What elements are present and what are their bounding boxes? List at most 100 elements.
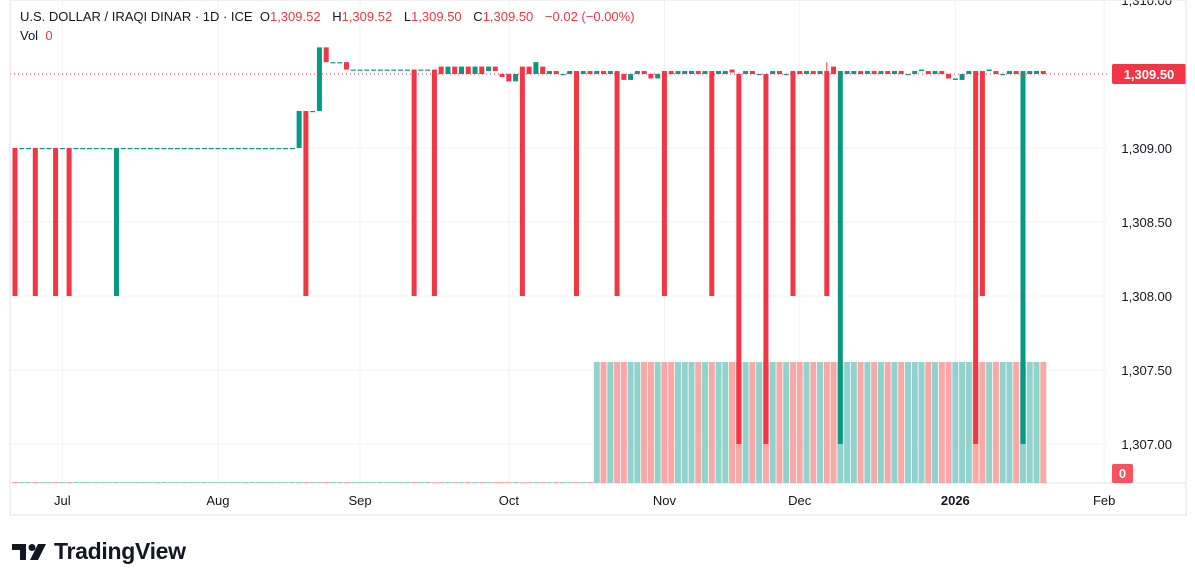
- candle: [458, 66, 464, 74]
- volume-bar: [647, 362, 654, 483]
- candle: [377, 69, 383, 71]
- candle: [736, 74, 742, 444]
- volume-bar: [404, 482, 411, 483]
- candle: [371, 69, 377, 71]
- volume-bar: [871, 362, 878, 483]
- candle: [594, 71, 600, 74]
- volume-legend-label[interactable]: Vol: [20, 28, 39, 43]
- price-chart[interactable]: 1,310.00 1,309.00 1,308.50 1,308.00 1,307.50…: [0, 0, 1195, 530]
- volume-bar: [160, 482, 167, 483]
- volume-bar: [749, 362, 756, 483]
- candle: [560, 74, 566, 76]
- candle: [242, 148, 248, 150]
- candle: [127, 148, 133, 150]
- candle: [580, 71, 586, 74]
- candle: [26, 148, 32, 150]
- volume-bar: [904, 362, 911, 483]
- volume-bar: [532, 482, 539, 483]
- volume-bar: [512, 482, 519, 483]
- candle: [567, 71, 573, 74]
- ohlc-row: U.S. DOLLAR / IRAQI DINAR · 1D · ICE O1,…: [20, 7, 643, 26]
- candle: [675, 71, 681, 74]
- volume-bar: [181, 482, 188, 483]
- volume-bar: [201, 482, 208, 483]
- candle: [898, 71, 904, 74]
- candle: [168, 148, 174, 150]
- volume-bar: [546, 482, 553, 483]
- volume-bar: [661, 362, 668, 483]
- candle: [601, 71, 607, 74]
- volume-bar: [255, 482, 262, 483]
- candle: [966, 71, 972, 74]
- symbol-title[interactable]: U.S. DOLLAR / IRAQI DINAR · 1D · ICE: [20, 9, 253, 24]
- volume-bar: [302, 482, 309, 483]
- candle: [161, 148, 167, 150]
- volume-bar: [12, 482, 18, 483]
- volume-bar: [857, 362, 864, 483]
- volume-bar: [269, 482, 276, 483]
- volume-row: Vol 0: [20, 26, 643, 45]
- volume-bar: [539, 482, 546, 483]
- volume-bar: [417, 482, 424, 483]
- volume-bar: [167, 482, 174, 483]
- volume-bar: [729, 362, 736, 483]
- volume-bar: [850, 362, 857, 483]
- volume-bar: [614, 362, 621, 483]
- candle: [837, 71, 843, 444]
- candle: [411, 69, 417, 296]
- volume-bar: [823, 362, 830, 483]
- candle: [939, 71, 945, 74]
- volume-bar: [86, 482, 93, 483]
- candle: [925, 71, 931, 74]
- candle: [993, 71, 999, 74]
- candle: [316, 47, 322, 111]
- volume-bar: [336, 482, 343, 483]
- candle: [1000, 74, 1006, 76]
- price-axis[interactable]: 1,310.00 1,309.00 1,308.50 1,308.00 1,307.50…: [1121, 0, 1172, 452]
- candle: [391, 69, 397, 71]
- close-value: 1,309.50: [482, 9, 534, 24]
- candle: [702, 71, 708, 74]
- volume-bar: [742, 362, 749, 483]
- volume-bar: [147, 482, 154, 483]
- volume-bar: [668, 362, 675, 483]
- candle: [655, 74, 661, 79]
- candle: [648, 74, 654, 79]
- volume-bar: [187, 482, 194, 483]
- volume-bar: [275, 482, 282, 483]
- volume-label: 0: [1112, 464, 1133, 483]
- volume-bar: [600, 362, 607, 483]
- volume-bar: [796, 362, 803, 483]
- candle: [262, 148, 268, 150]
- volume-bar: [884, 362, 891, 483]
- candle: [93, 148, 99, 150]
- volume-bar: [289, 482, 296, 483]
- volume-bar: [66, 482, 73, 483]
- volume-bar: [925, 362, 932, 483]
- tradingview-logo[interactable]: TradingView: [12, 538, 186, 565]
- candle: [858, 71, 864, 74]
- candles: [12, 47, 1046, 444]
- candle: [716, 71, 722, 74]
- change-value: −0.02 (−0.00%): [544, 9, 635, 24]
- candle: [621, 74, 627, 80]
- candle: [330, 62, 336, 64]
- candle: [404, 69, 410, 71]
- volume-bar: [465, 482, 472, 483]
- volume-bar: [979, 362, 986, 483]
- time-axis[interactable]: Jul Aug Sep Oct Nov Dec 2026 Feb: [54, 493, 1115, 508]
- last-price-value: 1,309.50: [1124, 67, 1175, 82]
- y-tick-label: 1,308.50: [1121, 215, 1172, 230]
- candle: [384, 69, 390, 71]
- volume-bar: [45, 482, 52, 483]
- x-tick-label: Aug: [206, 493, 229, 508]
- candle: [134, 148, 140, 150]
- candle: [492, 66, 498, 72]
- candle: [249, 148, 255, 150]
- volume-bar: [641, 362, 648, 483]
- candle: [689, 71, 694, 74]
- candle: [154, 148, 160, 150]
- volume-bar: [323, 482, 330, 483]
- candle: [756, 74, 762, 76]
- candle: [32, 148, 38, 296]
